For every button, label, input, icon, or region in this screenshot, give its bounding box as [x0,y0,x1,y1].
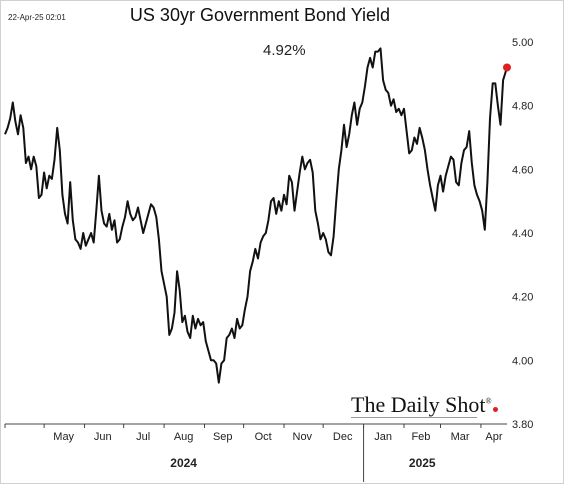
x-tick-label: Feb [411,431,430,443]
x-tick-label: Jun [94,431,112,443]
x-tick-label: Apr [485,431,502,443]
y-tick-label: 4.80 [512,101,533,113]
x-tick-label: Jan [374,431,392,443]
x-tick-label: Oct [255,431,272,443]
timestamp: 22-Apr-25 02:01 [8,13,66,22]
y-axis: 3.80 4.00 4.20 4.40 4.60 4.80 5.00 [512,37,533,431]
brand-underline [351,417,477,418]
y-tick-label: 4.60 [512,164,533,176]
y-tick-label: 4.40 [512,228,533,240]
registered-mark: ® [485,396,492,406]
series-group [4,47,511,384]
x-tick-label: Aug [174,431,194,443]
chart-title: US 30yr Government Bond Yield [129,5,391,25]
x-tick-label: Jul [136,431,150,443]
x-tick-label: Sep [213,431,233,443]
last-value-label: 4.92% [263,42,306,59]
yield-line [4,47,508,384]
y-tick-label: 4.20 [512,292,533,304]
x-axis: May Jun Jul Aug Sep Oct Nov Dec Jan Feb Mar Apr 2024… [4,423,507,482]
year-label: 2025 [409,456,436,470]
y-tick-label: 4.00 [512,355,533,367]
brand-logo: The Daily Shot® [351,392,498,418]
y-tick-label: 5.00 [512,37,533,49]
y-tick-label: 3.80 [512,419,533,431]
x-tick-label: Mar [451,431,470,443]
x-tick-label: Dec [333,431,353,443]
x-tick-label: May [53,431,74,443]
x-tick-label: Nov [293,431,313,443]
brand-name: The Daily Shot [351,392,486,417]
last-point-marker [503,63,511,72]
brand-dot-icon [492,407,498,412]
year-label: 2024 [170,456,197,470]
